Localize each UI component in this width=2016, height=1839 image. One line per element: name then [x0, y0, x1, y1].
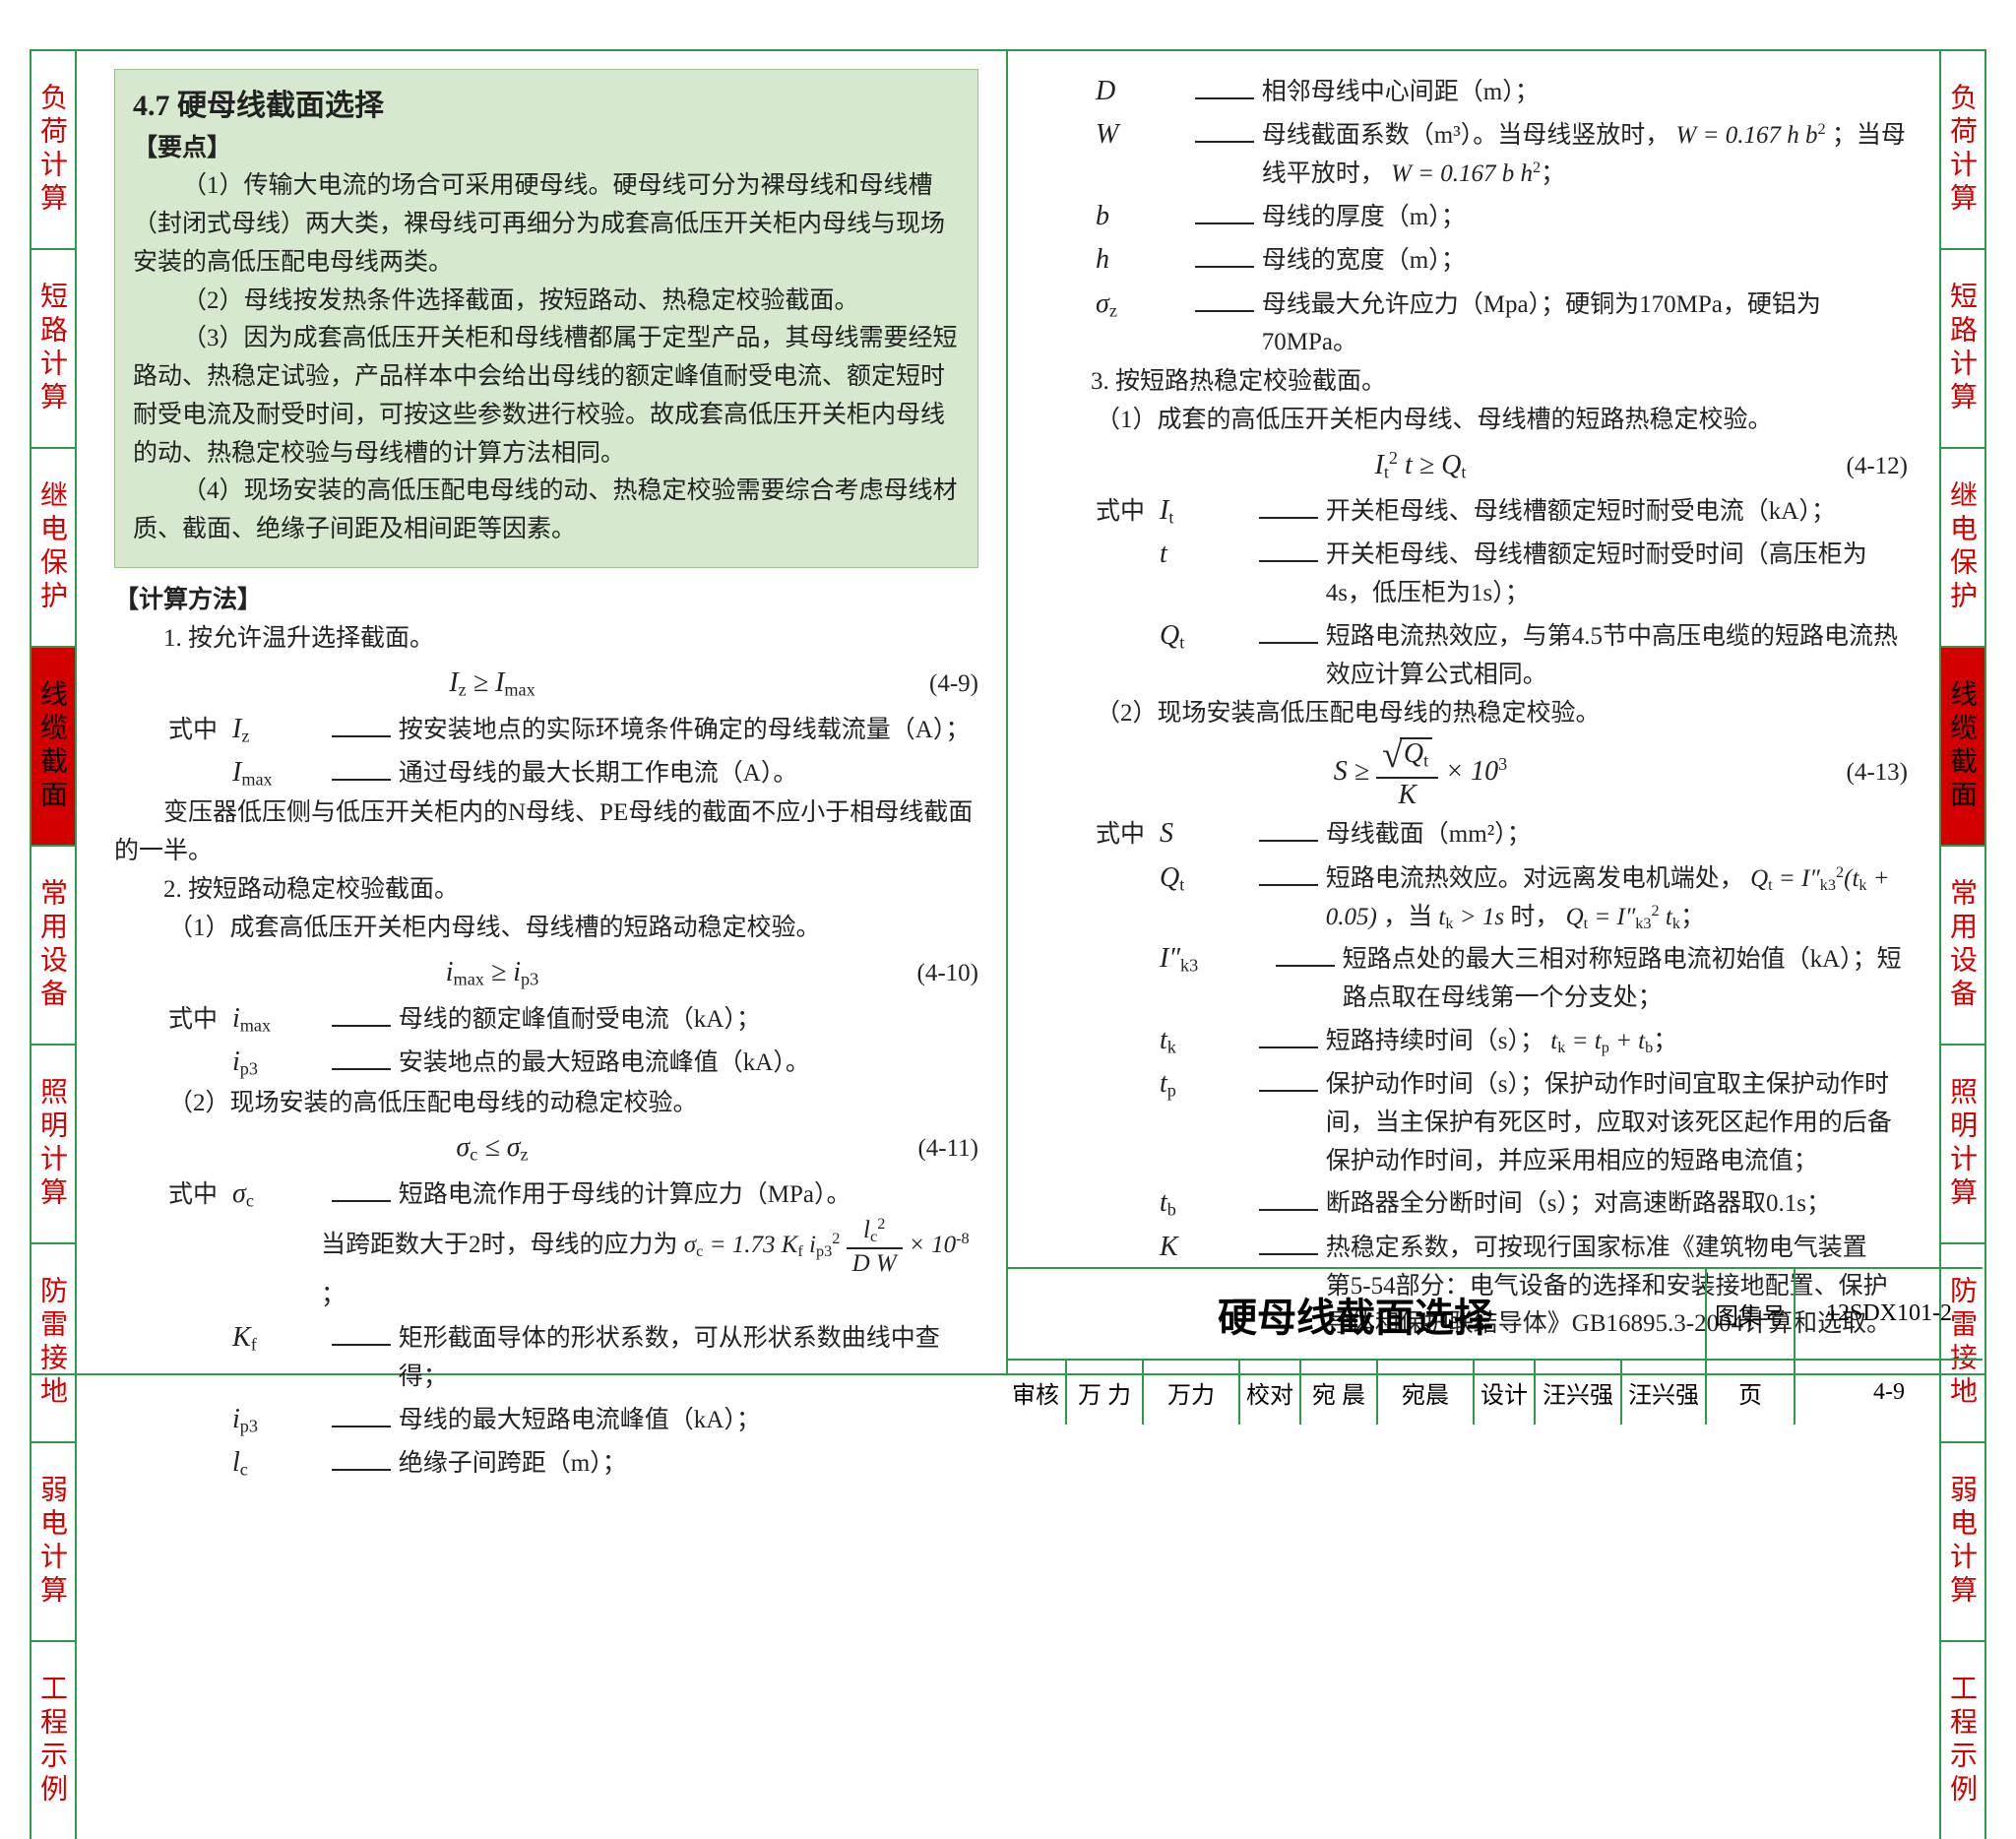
defs-3: 式中σc短路电流作用于母线的计算应力（MPa）。 当跨距数大于2时，母线的应力为…: [114, 1173, 978, 1485]
tab-r-7[interactable]: 弱电计算: [1939, 1443, 1986, 1642]
calc-s3a: （1）成套的高低压开关柜内母线、母线槽的短路热稳定校验。: [1041, 402, 1908, 440]
tab-r-0[interactable]: 负荷计算: [1939, 51, 1986, 250]
def-sigmac: 短路电流作用于母线的计算应力（MPa）。: [399, 1176, 978, 1215]
def-S: 母线截面（mm²）；: [1326, 816, 1908, 855]
tab-short-calc[interactable]: 短路计算: [30, 250, 77, 449]
section-title: 硬母线截面选择: [177, 90, 384, 122]
calc-s3b: （2）现场安装高低压配电母线的热稳定校验。: [1041, 695, 1908, 733]
def-tk: 短路持续时间（s）； tk = tp + tb；: [1326, 1023, 1908, 1061]
tb-tuji-label: 图集号: [1707, 1269, 1796, 1359]
tb-jiaodui-n: 宛 晨: [1301, 1361, 1378, 1425]
eqnum-4-12: (4-12): [1799, 448, 1908, 486]
def-Kf: 矩形截面导体的形状系数，可从形状系数曲线中查得；: [399, 1320, 978, 1397]
tb-shenhe-sig: 万力: [1144, 1361, 1240, 1425]
tab-lighting[interactable]: 照明计算: [30, 1046, 77, 1244]
calc-label: 【计算方法】: [114, 582, 978, 620]
def-W: 母线截面系数（m³）。当母线竖放时， W = 0.167 h b2 ；当母线平放…: [1262, 117, 1908, 194]
defs-1: 式中Iz按安装地点的实际环境条件确定的母线载流量（A）； Imax通过母线的最大…: [114, 708, 978, 794]
tab-r-8[interactable]: 工程示例: [1939, 1642, 1986, 1839]
yaodian-label: 【要点】: [133, 130, 960, 168]
def-It: 开关柜母线、母线槽额定短时耐受电流（kA）；: [1326, 493, 1908, 532]
tab-r-1[interactable]: 短路计算: [1939, 250, 1986, 449]
eq-4-9: Iz ≥ Imax (4-9): [114, 658, 978, 706]
tab-weak-elec[interactable]: 弱电计算: [30, 1443, 77, 1642]
def-Imax: 通过母线的最大长期工作电流（A）。: [399, 755, 978, 793]
tb-ye-l: 页: [1707, 1361, 1796, 1425]
tab-relay[interactable]: 继电保护: [30, 449, 77, 648]
eq-4-11: σc ≤ σz (4-11): [114, 1122, 978, 1171]
point-1: （1）传输大电流的场合可采用硬母线。硬母线可分为裸母线和母线槽（封闭式母线）两大…: [133, 167, 960, 282]
note-1: 变压器低压侧与低压开关柜内的N母线、PE母线的截面不应小于相母线截面的一半。: [114, 794, 978, 871]
tb-shenhe-n: 万 力: [1067, 1361, 1144, 1425]
span-note: 当跨距数大于2时，母线的应力为: [321, 1232, 678, 1258]
tb-title: 硬母线截面选择: [1006, 1269, 1707, 1359]
tab-cable-section[interactable]: 线缆截面: [30, 648, 77, 847]
eqnum-4-10: (4-10): [870, 955, 978, 993]
def-tb: 断路器全分断时间（s）；对高速断路器取0.1s；: [1326, 1185, 1908, 1224]
tb-sheji-l: 设计: [1475, 1361, 1536, 1425]
tb-jiaodui-l: 校对: [1240, 1361, 1301, 1425]
def-Qt: 短路电流热效应，与第4.5节中高压电缆的短路电流热效应计算公式相同。: [1326, 618, 1908, 695]
span-formula-row: 当跨距数大于2时，母线的应力为 σc = 1.73 Kf ip32 lc2D W…: [168, 1216, 978, 1315]
def-t: 开关柜母线、母线槽额定短时耐受时间（高压柜为4s，低压柜为1s）；: [1326, 537, 1908, 613]
def-ip3: 安装地点的最大短路电流峰值（kA）。: [399, 1045, 978, 1083]
def-b: 母线的厚度（m）；: [1262, 199, 1908, 237]
tb-ye-v: 4-9: [1796, 1361, 1983, 1425]
tab-r-5[interactable]: 照明计算: [1939, 1046, 1986, 1244]
col-right: D相邻母线中心间距（m）； W 母线截面系数（m³）。当母线竖放时， W = 0…: [1008, 51, 1935, 1373]
title-block: 硬母线截面选择 图集号 12SDX101-2 审核 万 力 万力 校对 宛 晨 …: [1006, 1267, 1983, 1425]
defs-2: 式中imax母线的额定峰值耐受电流（kA）； ip3安装地点的最大短路电流峰值（…: [114, 997, 978, 1084]
eq-4-10: imax ≥ ip3 (4-10): [114, 947, 978, 995]
defs-5: 式中It开关柜母线、母线槽额定短时耐受电流（kA）； t开关柜母线、母线槽额定短…: [1041, 489, 1908, 694]
def-ip3b: 母线的最大短路电流峰值（kA）；: [399, 1402, 978, 1440]
tab-lightning[interactable]: 防雷接地: [30, 1244, 77, 1443]
section-num: 4.7: [133, 90, 170, 122]
point-4: （4）现场安装的高低压配电母线的动、热稳定校验需要综合考虑母线材质、截面、绝缘子…: [133, 473, 960, 549]
eqnum-4-11: (4-11): [870, 1130, 978, 1169]
def-D: 相邻母线中心间距（m）；: [1262, 74, 1908, 112]
tb-jiaodui-sig: 宛晨: [1378, 1361, 1475, 1425]
section-heading: 4.7 硬母线截面选择: [133, 84, 960, 130]
content-area: 4.7 硬母线截面选择 【要点】 （1）传输大电流的场合可采用硬母线。硬母线可分…: [81, 51, 1935, 1373]
def-lc: 绝缘子间跨距（m）；: [399, 1445, 978, 1484]
def-tp: 保护动作时间（s）；保护动作时间宜取主保护动作时间，当主保护有死区时，应取对该死…: [1326, 1066, 1908, 1180]
eqnum-4-9: (4-9): [870, 666, 978, 704]
calc-s2a: （1）成套高低压开关柜内母线、母线槽的短路动稳定校验。: [114, 910, 978, 948]
defs-4: D相邻母线中心间距（m）； W 母线截面系数（m³）。当母线竖放时， W = 0…: [1041, 70, 1908, 362]
tb-sheji-sig: 汪兴强: [1622, 1361, 1707, 1425]
def-h: 母线的宽度（m）；: [1262, 242, 1908, 281]
tb-sheji-n: 汪兴强: [1536, 1361, 1622, 1425]
def-Qt2: 短路电流热效应。对远离发电机端处， Qt = I″k32(tk + 0.05) …: [1326, 860, 1908, 937]
tb-tuji-value: 12SDX101-2: [1796, 1269, 1983, 1359]
tab-equipment[interactable]: 常用设备: [30, 847, 77, 1046]
calc-s2b: （2）现场安装的高低压配电母线的动稳定校验。: [114, 1085, 978, 1123]
tab-examples[interactable]: 工程示例: [30, 1642, 77, 1839]
defs-6: 式中S母线截面（mm²）； Qt 短路电流热效应。对远离发电机端处， Qt = …: [1041, 812, 1908, 1344]
eq-4-12: It2 t ≥ Qt (4-12): [1041, 440, 1908, 488]
tab-r-4[interactable]: 常用设备: [1939, 847, 1986, 1046]
def-Ik3: 短路点处的最大三相对称短路电流初始值（kA）；短路点取在母线第一个分支处；: [1343, 941, 1908, 1018]
side-tabs-right: 负荷计算 短路计算 继电保护 线缆截面 常用设备 照明计算 防雷接地 弱电计算 …: [1939, 51, 1986, 1839]
def-Iz: 按安装地点的实际环境条件确定的母线载流量（A）；: [399, 712, 978, 750]
point-3: （3）因为成套高低压开关柜和母线槽都属于定型产品，其母线需要经短路动、热稳定试验…: [133, 320, 960, 473]
page-root: 负荷计算 短路计算 继电保护 线缆截面 常用设备 照明计算 防雷接地 弱电计算 …: [0, 0, 2016, 1425]
def-sigz: 母线最大允许应力（Mpa）；硬铜为170MPa，硬铝为70MPa。: [1262, 286, 1908, 363]
calc-s1: 1. 按允许温升选择截面。: [114, 620, 978, 659]
tab-load-calc[interactable]: 负荷计算: [30, 51, 77, 250]
side-tabs-left: 负荷计算 短路计算 继电保护 线缆截面 常用设备 照明计算 防雷接地 弱电计算 …: [30, 51, 77, 1839]
keypoints-box: 4.7 硬母线截面选择 【要点】 （1）传输大电流的场合可采用硬母线。硬母线可分…: [114, 69, 978, 568]
calc-s3: 3. 按短路热稳定校验截面。: [1041, 363, 1908, 402]
col-left: 4.7 硬母线截面选择 【要点】 （1）传输大电流的场合可采用硬母线。硬母线可分…: [81, 51, 1008, 1373]
eq-4-13: S ≥ √QtK × 103 (4-13): [1041, 733, 1908, 811]
eqnum-4-13: (4-13): [1799, 754, 1908, 793]
def-imax: 母线的额定峰值耐受电流（kA）；: [399, 1001, 978, 1040]
calc-s2: 2. 按短路动稳定校验截面。: [114, 871, 978, 910]
point-2: （2）母线按发热条件选择截面，按短路动、热稳定校验截面。: [133, 283, 960, 321]
tb-shenhe-l: 审核: [1006, 1361, 1067, 1425]
tab-r-2[interactable]: 继电保护: [1939, 449, 1986, 648]
tab-r-3[interactable]: 线缆截面: [1939, 648, 1986, 847]
